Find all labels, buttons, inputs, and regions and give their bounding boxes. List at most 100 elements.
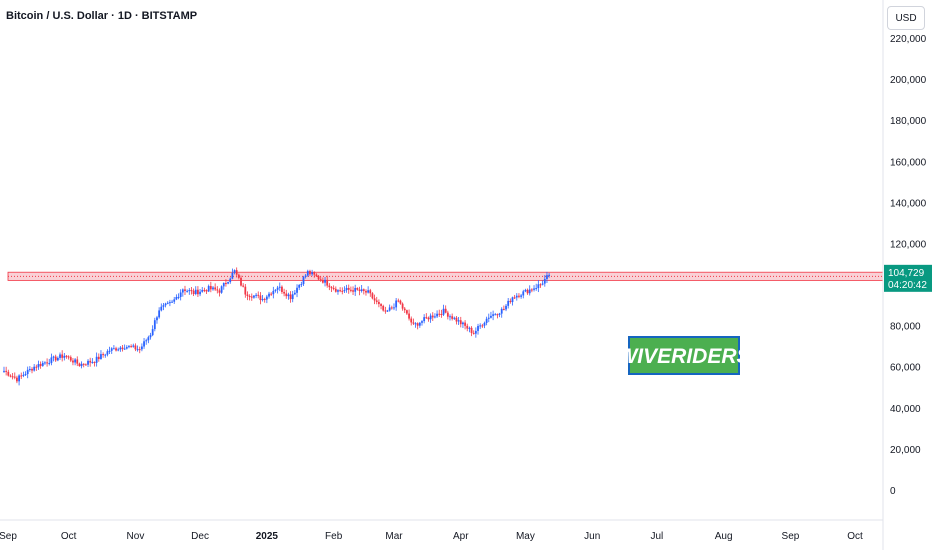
candle-body bbox=[255, 294, 257, 296]
candle bbox=[255, 293, 257, 299]
candle-body bbox=[31, 368, 33, 371]
candle-body bbox=[457, 320, 460, 322]
candle-body bbox=[192, 290, 195, 295]
candle bbox=[474, 327, 477, 338]
candle-body bbox=[67, 356, 70, 358]
candle bbox=[470, 326, 473, 337]
candle-body bbox=[46, 362, 48, 364]
candle-body bbox=[123, 348, 126, 350]
time-tick-label: Oct bbox=[61, 531, 77, 542]
candle-body bbox=[358, 289, 361, 292]
candle bbox=[337, 289, 339, 295]
candle bbox=[330, 285, 333, 292]
candle bbox=[406, 309, 408, 316]
candle-body bbox=[186, 290, 189, 292]
candle bbox=[169, 299, 171, 307]
candle-body bbox=[380, 304, 382, 306]
candle bbox=[317, 274, 320, 281]
candle-body bbox=[399, 300, 402, 304]
candle-body bbox=[246, 294, 249, 297]
candle-body bbox=[306, 270, 309, 276]
candle bbox=[321, 277, 324, 284]
candle bbox=[533, 285, 535, 292]
candle-body bbox=[143, 341, 145, 347]
candle-body bbox=[539, 284, 542, 286]
candle-body bbox=[526, 289, 529, 294]
candle-body bbox=[100, 354, 102, 360]
currency-button[interactable]: USD bbox=[887, 6, 925, 30]
candle bbox=[110, 347, 113, 354]
candle bbox=[496, 313, 499, 319]
candle bbox=[524, 288, 527, 293]
candle-body bbox=[39, 364, 42, 366]
price-tick-label: 20,000 bbox=[890, 445, 921, 456]
candle-body bbox=[500, 308, 503, 314]
candle-body bbox=[108, 350, 111, 352]
resistance-zone[interactable] bbox=[7, 271, 884, 281]
candle-body bbox=[406, 310, 408, 314]
candle-body bbox=[513, 297, 516, 299]
candle bbox=[341, 287, 344, 295]
candle bbox=[173, 296, 176, 304]
candle-body bbox=[490, 315, 492, 318]
candle-body bbox=[9, 375, 12, 377]
candle-body bbox=[270, 293, 273, 295]
time-tick-label: Dec bbox=[191, 531, 209, 542]
candle bbox=[136, 345, 139, 352]
candle bbox=[190, 286, 193, 295]
candle-body bbox=[345, 287, 348, 291]
candle-body bbox=[190, 290, 193, 292]
candle-body bbox=[311, 272, 314, 275]
candle-body bbox=[375, 300, 378, 302]
candle bbox=[315, 273, 318, 278]
candle bbox=[457, 317, 460, 325]
candle-body bbox=[446, 312, 449, 317]
candle-body bbox=[378, 301, 380, 305]
candle-body bbox=[436, 313, 438, 317]
candle bbox=[164, 302, 167, 308]
candle bbox=[140, 343, 143, 352]
candle bbox=[444, 305, 447, 314]
candle bbox=[485, 316, 488, 326]
candle-body bbox=[214, 287, 217, 290]
candle-body bbox=[421, 321, 423, 323]
time-tick-label: 2025 bbox=[256, 531, 279, 542]
candle bbox=[539, 283, 542, 288]
candle bbox=[115, 346, 117, 352]
candle-body bbox=[33, 366, 36, 371]
candle-body bbox=[220, 286, 223, 293]
candle-body bbox=[462, 322, 464, 325]
candle bbox=[76, 356, 79, 367]
candle bbox=[313, 271, 316, 278]
candle bbox=[535, 283, 538, 291]
candle bbox=[513, 294, 516, 300]
candle bbox=[298, 283, 301, 291]
candle bbox=[259, 292, 262, 305]
candle-body bbox=[207, 286, 210, 292]
candle bbox=[235, 267, 238, 278]
candle bbox=[339, 287, 342, 293]
candle-body bbox=[82, 363, 85, 365]
candle bbox=[472, 330, 475, 335]
candle-body bbox=[175, 296, 178, 300]
candle-body bbox=[197, 289, 199, 295]
candle-body bbox=[360, 289, 363, 292]
time-tick-label: Mar bbox=[385, 531, 403, 542]
candle bbox=[203, 287, 206, 293]
candle bbox=[158, 307, 161, 319]
candle bbox=[548, 272, 551, 278]
candle-body bbox=[440, 314, 443, 316]
candle-body bbox=[257, 294, 260, 296]
candle bbox=[112, 345, 115, 350]
candlestick-series bbox=[3, 267, 551, 386]
candle bbox=[52, 355, 55, 362]
candle bbox=[91, 358, 94, 364]
candle bbox=[393, 303, 395, 311]
candle-body bbox=[44, 362, 46, 364]
candle-body bbox=[477, 326, 479, 331]
candle bbox=[246, 291, 249, 301]
candle-body bbox=[429, 315, 432, 320]
candle bbox=[220, 285, 223, 294]
candle bbox=[440, 309, 443, 318]
